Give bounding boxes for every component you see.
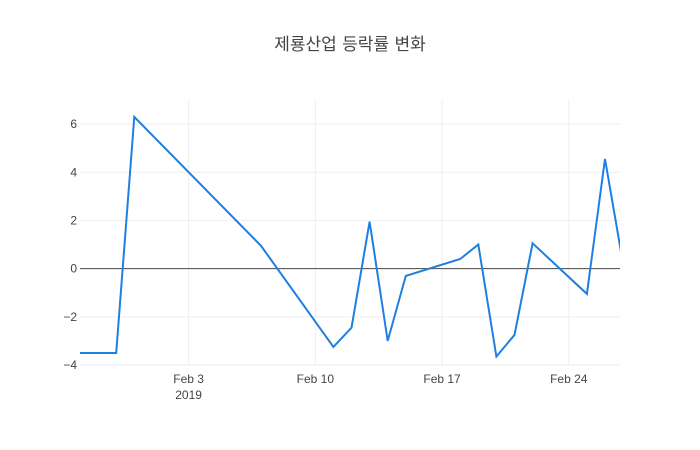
series-layer — [80, 114, 620, 359]
chart-title: 제룡산업 등락률 변화 — [274, 35, 426, 55]
x-tick-label: Feb 10 — [297, 372, 335, 386]
y-axis-ticks: −4 −2 0 2 4 6 — [63, 117, 77, 372]
y-tick-label: 0 — [70, 262, 77, 276]
x-tick-year-label: 2019 — [175, 388, 202, 402]
y-tick-label: 2 — [70, 213, 77, 227]
x-tick-label: Feb 17 — [423, 372, 461, 386]
y-tick-label: −2 — [63, 310, 77, 324]
grid-layer — [80, 100, 620, 366]
y-tick-label: 6 — [70, 117, 77, 131]
x-axis-ticks: Feb 3 2019 Feb 10 Feb 17 Feb 24 — [173, 372, 588, 402]
y-tick-label: 4 — [70, 165, 77, 179]
x-tick-label: Feb 24 — [550, 372, 588, 386]
series-line — [80, 114, 620, 359]
y-tick-label: −4 — [63, 358, 77, 372]
x-tick-label: Feb 3 — [173, 372, 204, 386]
